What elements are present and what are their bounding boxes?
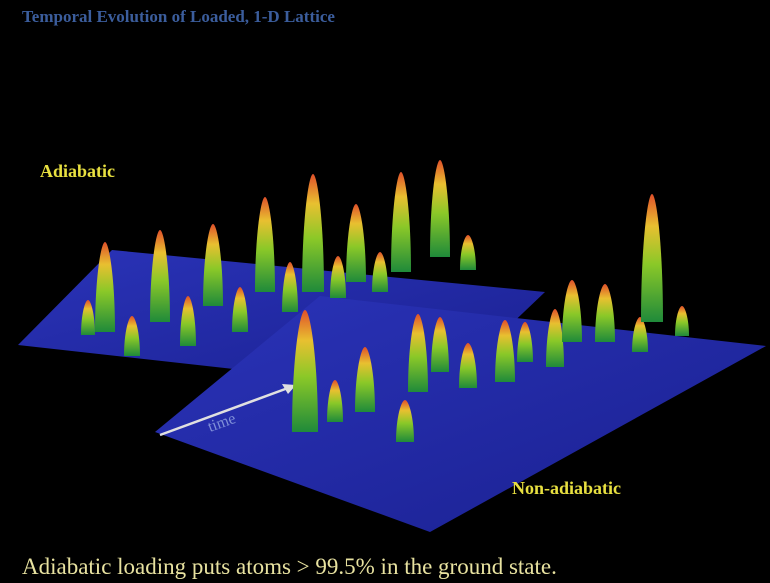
peak xyxy=(517,322,533,362)
peak xyxy=(203,224,223,306)
adiabatic-label: Adiabatic xyxy=(40,161,115,181)
slide-title: Temporal Evolution of Loaded, 1-D Lattic… xyxy=(22,7,335,26)
peak xyxy=(431,317,449,372)
peak xyxy=(546,309,564,367)
peak xyxy=(408,314,428,392)
peak xyxy=(355,347,375,412)
peak xyxy=(372,252,388,292)
peak xyxy=(460,235,476,270)
peak xyxy=(459,343,477,388)
peak xyxy=(95,242,115,332)
peak xyxy=(430,160,450,257)
peak xyxy=(495,320,515,382)
peak xyxy=(150,230,170,322)
caption: Adiabatic loading puts atoms > 99.5% in … xyxy=(22,554,557,579)
peak xyxy=(595,284,615,342)
peak xyxy=(391,172,411,272)
peak xyxy=(180,296,196,346)
peak xyxy=(327,380,343,422)
peak xyxy=(396,400,414,442)
peak xyxy=(282,262,298,312)
non-adiabatic-peaks xyxy=(292,194,689,442)
peak xyxy=(124,316,140,356)
peak xyxy=(81,300,95,335)
peak xyxy=(232,287,248,332)
peak xyxy=(641,194,663,322)
adiabatic-peaks xyxy=(81,160,476,356)
time-arrow-head xyxy=(282,384,296,394)
non-adiabatic-label: Non-adiabatic xyxy=(512,478,621,498)
peak xyxy=(292,310,318,432)
peak xyxy=(675,306,689,336)
peak xyxy=(346,204,366,282)
peak xyxy=(632,317,648,352)
peak xyxy=(562,280,582,342)
peak xyxy=(302,174,324,292)
peak xyxy=(255,197,275,292)
peak xyxy=(330,256,346,298)
time-arrow xyxy=(159,386,289,437)
